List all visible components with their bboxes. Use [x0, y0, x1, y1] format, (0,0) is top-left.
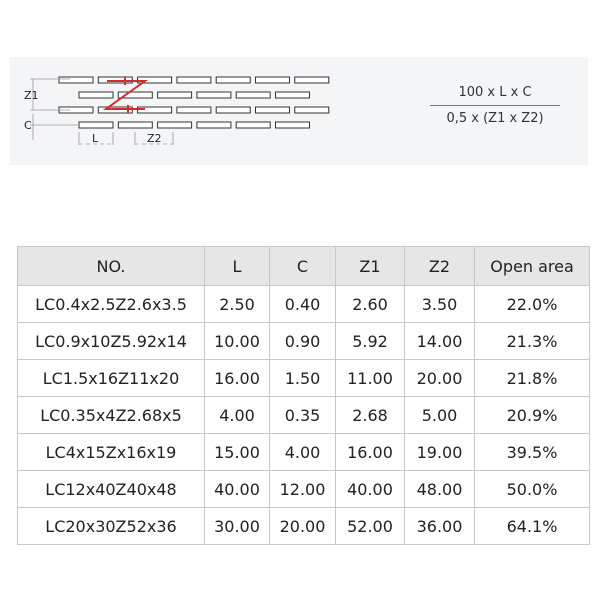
z1-label: Z1 [24, 89, 39, 102]
table-cell: 48.00 [404, 470, 475, 508]
slot [294, 76, 330, 84]
table-cell: 40.00 [204, 470, 270, 508]
l-label: L [92, 132, 99, 145]
table-row: LC0.4x2.5Z2.6x3.5 2.50 0.40 2.60 3.50 22.0% [17, 285, 590, 323]
column-header: NO. [17, 246, 205, 286]
table-cell: 39.5% [474, 433, 590, 471]
table-cell: 4.00 [204, 396, 270, 434]
table-cell: 14.00 [404, 322, 475, 360]
table-row: LC12x40Z40x48 40.00 12.00 40.00 48.00 50.0% [17, 470, 590, 508]
open-area-formula: 100 x L x C 0,5 x (Z1 x Z2) [430, 85, 560, 126]
slot [58, 76, 94, 84]
slot [117, 91, 153, 99]
formula-numerator: 100 x L x C [430, 85, 560, 106]
column-header: L [204, 246, 270, 286]
table-row: LC4x15Zx16x19 15.00 4.00 16.00 19.00 39.5% [17, 433, 590, 471]
table-cell: 64.1% [474, 507, 590, 545]
table-cell: 0.90 [269, 322, 336, 360]
slot [157, 121, 193, 129]
table-cell: 52.00 [335, 507, 405, 545]
table-row: LC20x30Z52x36 30.00 20.00 52.00 36.00 64.1% [17, 507, 590, 545]
slot [78, 121, 114, 129]
table-cell: 3.50 [404, 285, 475, 323]
column-header: Z2 [404, 246, 475, 286]
formula-denominator: 0,5 x (Z1 x Z2) [446, 111, 544, 126]
slot [215, 76, 251, 84]
table-cell: 11.00 [335, 359, 405, 397]
slot [255, 106, 290, 114]
table-cell: LC1.5x16Z11x20 [17, 359, 205, 397]
table-cell: 21.3% [474, 322, 590, 360]
slot [157, 91, 193, 99]
slot [235, 91, 271, 99]
table-cell: 2.50 [204, 285, 270, 323]
table-cell: 20.00 [404, 359, 475, 397]
table-cell: LC20x30Z52x36 [17, 507, 205, 545]
c-label: C [24, 119, 32, 132]
table-cell: 0.35 [269, 396, 336, 434]
table-cell: LC0.9x10Z5.92x14 [17, 322, 205, 360]
table-cell: 36.00 [404, 507, 475, 545]
slot-pattern-diagram: Z1 C L Z2 100 x L x C 0,5 x (Z1 x Z2) [10, 57, 588, 165]
table-cell: 16.00 [204, 359, 270, 397]
slot [275, 121, 310, 129]
table-row: LC0.9x10Z5.92x14 10.00 0.90 5.92 14.00 21.3% [17, 322, 590, 360]
table-cell: 40.00 [335, 470, 405, 508]
column-header: Z1 [335, 246, 405, 286]
table-cell: 19.00 [404, 433, 475, 471]
table-cell: LC0.4x2.5Z2.6x3.5 [17, 285, 205, 323]
table-cell: 5.00 [404, 396, 475, 434]
table-row: LC1.5x16Z11x20 16.00 1.50 11.00 20.00 21.8% [17, 359, 590, 397]
table-cell: LC0.35x4Z2.68x5 [17, 396, 205, 434]
table-cell: 15.00 [204, 433, 270, 471]
table-cell: 50.0% [474, 470, 590, 508]
table-cell: 10.00 [204, 322, 270, 360]
table-cell: 0.40 [269, 285, 336, 323]
slot [117, 121, 153, 129]
slot [235, 121, 271, 129]
z2-label: Z2 [147, 132, 162, 145]
slot [176, 106, 212, 114]
table-cell: 1.50 [269, 359, 336, 397]
table-cell: 20.00 [269, 507, 336, 545]
column-header: Open area [474, 246, 590, 286]
slot [176, 76, 212, 84]
slot [215, 106, 251, 114]
staggered-slots-drawing: Z1 C L Z2 [24, 76, 330, 145]
table-row: LC0.35x4Z2.68x5 4.00 0.35 2.68 5.00 20.9% [17, 396, 590, 434]
slot [196, 121, 232, 129]
slot [255, 76, 290, 84]
slot [78, 91, 114, 99]
table-cell: 22.0% [474, 285, 590, 323]
table-cell: 2.68 [335, 396, 405, 434]
table-cell: 30.00 [204, 507, 270, 545]
table-cell: LC4x15Zx16x19 [17, 433, 205, 471]
slot [294, 106, 330, 114]
table-cell: 2.60 [335, 285, 405, 323]
table-cell: 5.92 [335, 322, 405, 360]
column-header: C [269, 246, 336, 286]
slot [196, 91, 232, 99]
specifications-table: NO. L C Z1 Z2 Open area LC0.4x2.5Z2.6x3.5 2.50… [17, 246, 590, 545]
table-cell: 12.00 [269, 470, 336, 508]
table-header-row: NO. L C Z1 Z2 Open area [17, 246, 590, 286]
table-cell: 16.00 [335, 433, 405, 471]
table-cell: 21.8% [474, 359, 590, 397]
z-stagger-mark [102, 77, 149, 113]
table-cell: 4.00 [269, 433, 336, 471]
table-cell: LC12x40Z40x48 [17, 470, 205, 508]
table-cell: 20.9% [474, 396, 590, 434]
slot [275, 91, 310, 99]
